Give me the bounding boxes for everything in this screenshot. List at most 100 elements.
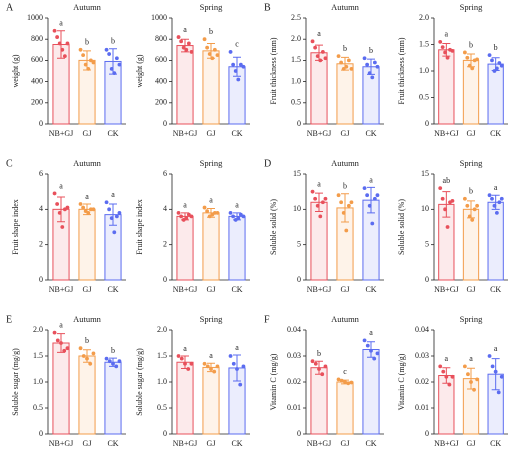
data-point bbox=[339, 200, 344, 205]
y-tick-label: 0 bbox=[163, 119, 167, 128]
data-point bbox=[450, 374, 455, 379]
x-tick-label: GJ bbox=[207, 439, 216, 448]
data-point bbox=[78, 47, 83, 52]
data-point bbox=[57, 210, 62, 215]
data-point bbox=[493, 369, 498, 374]
data-point bbox=[475, 377, 480, 382]
data-point bbox=[78, 202, 83, 206]
significance-letter: a bbox=[59, 181, 63, 190]
x-tick-label: NB+GJ bbox=[49, 129, 74, 138]
data-point bbox=[205, 209, 210, 214]
bar bbox=[310, 52, 328, 125]
y-tick-label: 15 bbox=[421, 169, 429, 178]
data-point bbox=[231, 62, 236, 67]
y-tick-label: 0.5 bbox=[157, 403, 167, 412]
y-tick-label: 1000 bbox=[151, 13, 167, 22]
data-point bbox=[370, 75, 375, 80]
data-point bbox=[375, 64, 380, 69]
x-tick-label: CK bbox=[107, 129, 118, 138]
significance-letter: b bbox=[469, 40, 473, 49]
chart-panel: Spring weight (g) 0 200 400 600 800 1000 a NB+GJ b… bbox=[135, 2, 250, 138]
error-bar bbox=[491, 358, 500, 391]
data-point bbox=[81, 53, 86, 57]
data-point bbox=[55, 202, 60, 206]
data-point bbox=[212, 47, 217, 52]
data-point bbox=[107, 52, 112, 56]
data-point bbox=[104, 200, 109, 205]
data-point bbox=[323, 56, 328, 61]
x-tick-label: GJ bbox=[341, 439, 350, 448]
error-bar bbox=[367, 186, 375, 214]
y-tick-label: 0.5 bbox=[419, 92, 429, 101]
data-point bbox=[349, 380, 354, 385]
y-tick-label: 1.5 bbox=[419, 39, 429, 48]
data-point bbox=[238, 62, 243, 67]
bar bbox=[202, 366, 220, 435]
data-point bbox=[465, 55, 470, 60]
data-point bbox=[202, 37, 207, 42]
error-bar bbox=[442, 42, 451, 57]
data-point bbox=[466, 372, 470, 377]
x-tick-label: NB+GJ bbox=[307, 439, 332, 448]
data-point bbox=[60, 225, 65, 229]
y-tick-label: 0 bbox=[425, 275, 429, 284]
y-tick-label: 1.0 bbox=[157, 377, 167, 386]
significance-letter: a bbox=[445, 30, 449, 39]
data-point bbox=[441, 369, 446, 374]
data-point bbox=[367, 71, 372, 76]
data-point bbox=[183, 361, 187, 366]
bar bbox=[78, 208, 96, 281]
data-point bbox=[375, 351, 380, 356]
chart-title: Spring bbox=[460, 2, 483, 12]
data-point bbox=[487, 53, 492, 57]
x-tick-label: CK bbox=[365, 285, 376, 294]
chart-panel: Spring Fruit shape index 0 2 4 6 a NB+GJ a GJ a CK bbox=[135, 158, 250, 294]
y-axis-label: weight (g) bbox=[11, 54, 20, 87]
y-axis-label: Fruit thickness (mm) bbox=[397, 37, 406, 104]
bar bbox=[362, 66, 380, 125]
bar bbox=[52, 342, 70, 435]
y-tick-label: 15 bbox=[293, 169, 301, 178]
y-tick-label: 0.01 bbox=[287, 403, 301, 412]
x-tick-label: CK bbox=[490, 285, 501, 294]
data-point bbox=[323, 364, 328, 369]
data-point bbox=[189, 50, 194, 54]
chart-title: Spring bbox=[200, 158, 223, 168]
y-axis-label: Soluble solid (%) bbox=[397, 199, 406, 255]
data-point bbox=[109, 216, 114, 221]
data-point bbox=[445, 55, 450, 60]
data-point bbox=[202, 361, 207, 366]
x-tick-label: NB+GJ bbox=[307, 285, 332, 294]
bar bbox=[362, 349, 380, 435]
y-tick-label: 600 bbox=[155, 55, 167, 64]
y-tick-label: 0 bbox=[297, 429, 301, 438]
data-point bbox=[323, 196, 328, 201]
data-point bbox=[467, 63, 472, 68]
data-point bbox=[344, 64, 349, 69]
x-tick-label: NB+GJ bbox=[434, 285, 459, 294]
data-point bbox=[181, 45, 186, 50]
significance-letter: a bbox=[85, 192, 89, 201]
data-point bbox=[215, 364, 220, 369]
x-tick-label: NB+GJ bbox=[173, 129, 198, 138]
chart-panel: D Autumn Soluble solid (%) 0 5 10 15 a NB+GJ b GJ a… bbox=[264, 158, 384, 294]
panel-label: B bbox=[264, 2, 271, 13]
y-tick-label: 5 bbox=[425, 239, 429, 248]
data-point bbox=[114, 364, 119, 369]
data-point bbox=[228, 354, 233, 358]
data-point bbox=[346, 381, 351, 386]
y-tick-label: 0 bbox=[297, 275, 301, 284]
significance-letter: b bbox=[343, 44, 347, 53]
data-point bbox=[205, 364, 210, 369]
significance-letter: a bbox=[369, 175, 373, 184]
significance-letter: a bbox=[235, 343, 239, 352]
bar bbox=[336, 381, 354, 435]
data-point bbox=[215, 53, 220, 57]
data-point bbox=[339, 378, 344, 383]
y-tick-label: 0 bbox=[39, 429, 43, 438]
data-point bbox=[233, 69, 238, 73]
x-tick-label: GJ bbox=[207, 285, 216, 294]
data-point bbox=[86, 66, 91, 71]
data-point bbox=[62, 348, 67, 353]
x-tick-label: GJ bbox=[207, 129, 216, 138]
